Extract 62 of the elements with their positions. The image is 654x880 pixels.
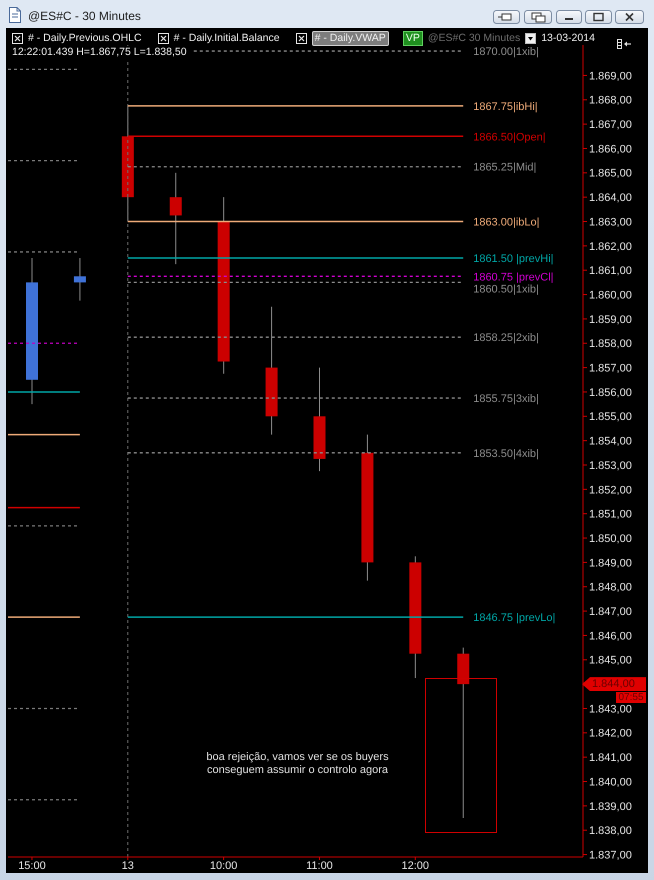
y-tick-label: 1.841,00 xyxy=(589,752,632,764)
y-tick-label: 1.838,00 xyxy=(589,825,632,838)
ref-line-label: 1858.25|2xib| xyxy=(473,332,539,344)
y-tick-label: 1.850,00 xyxy=(589,532,632,545)
y-tick-label: 1.853,00 xyxy=(589,460,632,472)
ref-line-label: 1860.75 |prevCl| xyxy=(473,271,554,284)
y-tick-label: 1.860,00 xyxy=(589,289,632,302)
y-tick-label: 1.855,00 xyxy=(589,411,632,424)
y-tick-label: 1.864,00 xyxy=(589,192,632,204)
y-tick-label: 1.862,00 xyxy=(589,240,632,253)
ref-line-label: 1867.75|ibHi| xyxy=(473,100,538,113)
y-tick-label: 1.840,00 xyxy=(589,776,632,788)
y-tick-label: 1.849,00 xyxy=(589,557,632,570)
ref-line-label: 1870.00|1xib| xyxy=(473,46,539,58)
y-tick-label: 1.859,00 xyxy=(589,314,632,326)
x-tick-label: 13 xyxy=(122,860,134,872)
y-tick-label: 1.837,00 xyxy=(589,849,632,862)
x-tick-label: 12:00 xyxy=(402,860,430,872)
ref-line-label: 1863.00|ibLo| xyxy=(473,216,540,229)
y-tick-label: 1.847,00 xyxy=(589,606,632,618)
y-tick-label: 1.842,00 xyxy=(589,728,632,740)
y-tick-label: 1.868,00 xyxy=(589,94,632,107)
y-tick-label: 1.852,00 xyxy=(589,484,632,496)
y-tick-label: 1.854,00 xyxy=(589,436,632,448)
candlestick xyxy=(170,172,182,265)
candlestick xyxy=(74,258,86,302)
y-tick-label: 1.856,00 xyxy=(589,386,632,399)
text: @ES#C 30 Minutes xyxy=(428,32,520,45)
y-tick-label: 1.869,00 xyxy=(589,70,632,82)
ref-line-label: 1846.75 |prevLo| xyxy=(473,612,556,624)
y-tick-label: 1.865,00 xyxy=(589,168,632,180)
chart-title: @ES#C - 30 Minutes xyxy=(28,9,141,23)
ref-line-label: 1866.50|Open| xyxy=(473,131,546,144)
ref-line-label: 1853.50|4xib| xyxy=(473,448,539,460)
text: # - Daily.VWAP xyxy=(312,31,389,46)
y-tick-label: 1.848,00 xyxy=(589,582,632,594)
text: # - Daily.Initial.Balance xyxy=(174,32,280,45)
y-tick-label: 1.861,00 xyxy=(589,265,632,278)
x-tick-label: 10:00 xyxy=(210,860,238,872)
y-tick-label: 1.851,00 xyxy=(589,508,632,521)
y-tick-label: 1.863,00 xyxy=(589,216,632,228)
y-tick-label: 1.846,00 xyxy=(589,630,632,642)
y-tick-label: 1.866,00 xyxy=(589,143,632,156)
ref-line-label: 1861.50 |prevHi| xyxy=(473,253,554,266)
x-tick-label: 15:00 xyxy=(18,860,46,872)
text: 1.844,00 xyxy=(582,677,646,692)
x-tick-label: 11:00 xyxy=(306,860,333,872)
y-tick-label: 1.858,00 xyxy=(589,338,632,350)
text: # - Daily.Previous.OHLC xyxy=(28,32,142,45)
y-tick-label: 1.843,00 xyxy=(589,703,632,716)
y-tick-label: 1.845,00 xyxy=(589,654,632,667)
y-tick-label: 1.867,00 xyxy=(589,119,632,132)
text: 07:55 xyxy=(616,692,646,704)
annotation: boa rejeição, vamos ver se os buyers conseguem assumir o controlo agora xyxy=(205,751,390,777)
text: VP xyxy=(402,31,423,46)
y-tick-label: 1.839,00 xyxy=(589,800,632,813)
y-tick-label: 1.857,00 xyxy=(589,362,632,375)
ref-line-label: 1860.50|1xib| xyxy=(473,283,539,296)
ref-line-label: 1865.25|Mid| xyxy=(473,162,536,174)
text: 13-03-2014 xyxy=(541,32,595,45)
annotation: 12:22:01.439 H=1.867,75 L=1.838,50 xyxy=(12,46,191,59)
ref-line-label: 1855.75|3xib| xyxy=(473,393,539,406)
